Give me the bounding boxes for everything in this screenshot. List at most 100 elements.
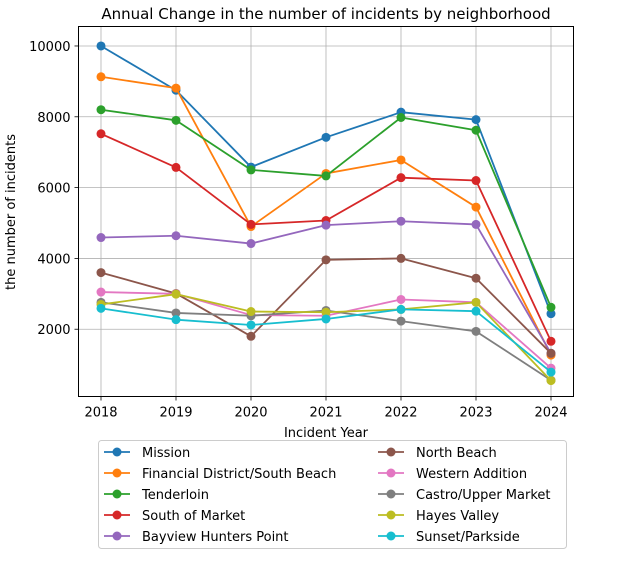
data-point [396,304,406,314]
legend-entry: Castro/Upper Market [378,488,551,503]
x-tick-label: 2022 [384,406,417,421]
data-point [96,303,106,313]
legend-label: Bayview Hunters Point [142,530,289,545]
data-point [171,115,181,125]
data-point [396,155,406,165]
data-point [321,132,331,142]
data-point [471,176,481,186]
series-4 [96,129,556,346]
legend-marker [386,447,396,457]
x-axis-label: Incident Year [284,426,369,441]
y-axis-ticks: 2000 4000 6000 8000 10000 [29,40,79,338]
data-point [546,376,556,386]
data-point [396,294,406,304]
series-10 [96,303,556,377]
legend-frame [98,440,567,549]
data-point [96,72,106,82]
data-point [246,165,256,175]
data-point [246,239,256,249]
legend-entry: Financial District/South Beach [104,467,336,482]
data-point [171,308,181,318]
data-point [546,336,556,346]
data-point [321,307,331,317]
data-point [171,289,181,299]
series-3 [96,105,556,312]
data-point [396,173,406,183]
chart-title: Annual Change in the number of incidents… [101,5,550,23]
data-point [321,314,331,324]
data-point [96,129,106,139]
legend-marker [112,468,122,478]
x-tick-label: 2024 [534,406,567,421]
y-tick-label: 8000 [37,111,70,126]
data-point [321,171,331,181]
series-lines [96,41,556,386]
legend-marker [386,531,396,541]
data-point [96,105,106,115]
legend-marker [386,468,396,478]
data-point [246,331,256,341]
data-point [321,220,331,230]
data-point [471,306,481,316]
x-tick-label: 2023 [459,406,492,421]
legend-entry: Hayes Valley [378,509,499,524]
legend-label: South of Market [142,509,245,524]
data-point [246,320,256,330]
legend: Mission Financial District/South Beach Ten… [98,440,567,549]
data-point [171,315,181,325]
data-point [396,253,406,263]
x-tick-label: 2021 [309,406,342,421]
legend-entry: Tenderloin [104,488,209,503]
data-point [396,316,406,326]
data-point [546,302,556,312]
data-point [171,162,181,172]
legend-label: Financial District/South Beach [142,467,336,482]
y-tick-label: 4000 [37,252,70,267]
x-tick-label: 2019 [159,406,192,421]
legend-entry: South of Market [104,509,245,524]
data-point [171,83,181,93]
legend-label: Hayes Valley [416,509,499,524]
legend-marker [386,489,396,499]
y-tick-label: 6000 [37,182,70,197]
legend-entry: Mission [104,446,190,461]
data-point [471,219,481,229]
data-point [96,268,106,278]
x-tick-label: 2020 [234,406,267,421]
y-tick-label: 2000 [37,323,70,338]
data-point [171,231,181,241]
legend-marker [112,447,122,457]
legend-marker [112,531,122,541]
y-tick-label: 10000 [29,40,70,55]
data-point [96,41,106,51]
data-point [546,309,556,319]
data-point [321,255,331,265]
legend-label: Western Addition [416,467,527,482]
data-point [96,233,106,243]
data-point [246,219,256,229]
data-point [246,307,256,317]
gridlines [78,26,574,397]
legend-entry: Sunset/Parkside [378,530,520,545]
legend-entry: Bayview Hunters Point [104,530,289,545]
data-point [546,367,556,377]
data-point [471,297,481,307]
legend-marker [112,489,122,499]
data-point [471,202,481,212]
data-point [546,348,556,358]
x-axis-ticks: 2018 2019 2020 2021 2022 2023 2024 [84,396,568,421]
data-point [396,216,406,226]
legend-label: Mission [142,446,190,461]
legend-label: Tenderloin [141,488,209,503]
legend-marker [112,510,122,520]
data-point [471,273,481,283]
legend-entry: Western Addition [378,467,527,482]
y-axis-label: the number of incidents [4,134,19,290]
legend-label: Castro/Upper Market [416,488,551,503]
legend-label: North Beach [416,446,497,461]
data-point [96,287,106,297]
data-point [471,125,481,135]
legend-entry: North Beach [378,446,497,461]
data-point [471,326,481,336]
